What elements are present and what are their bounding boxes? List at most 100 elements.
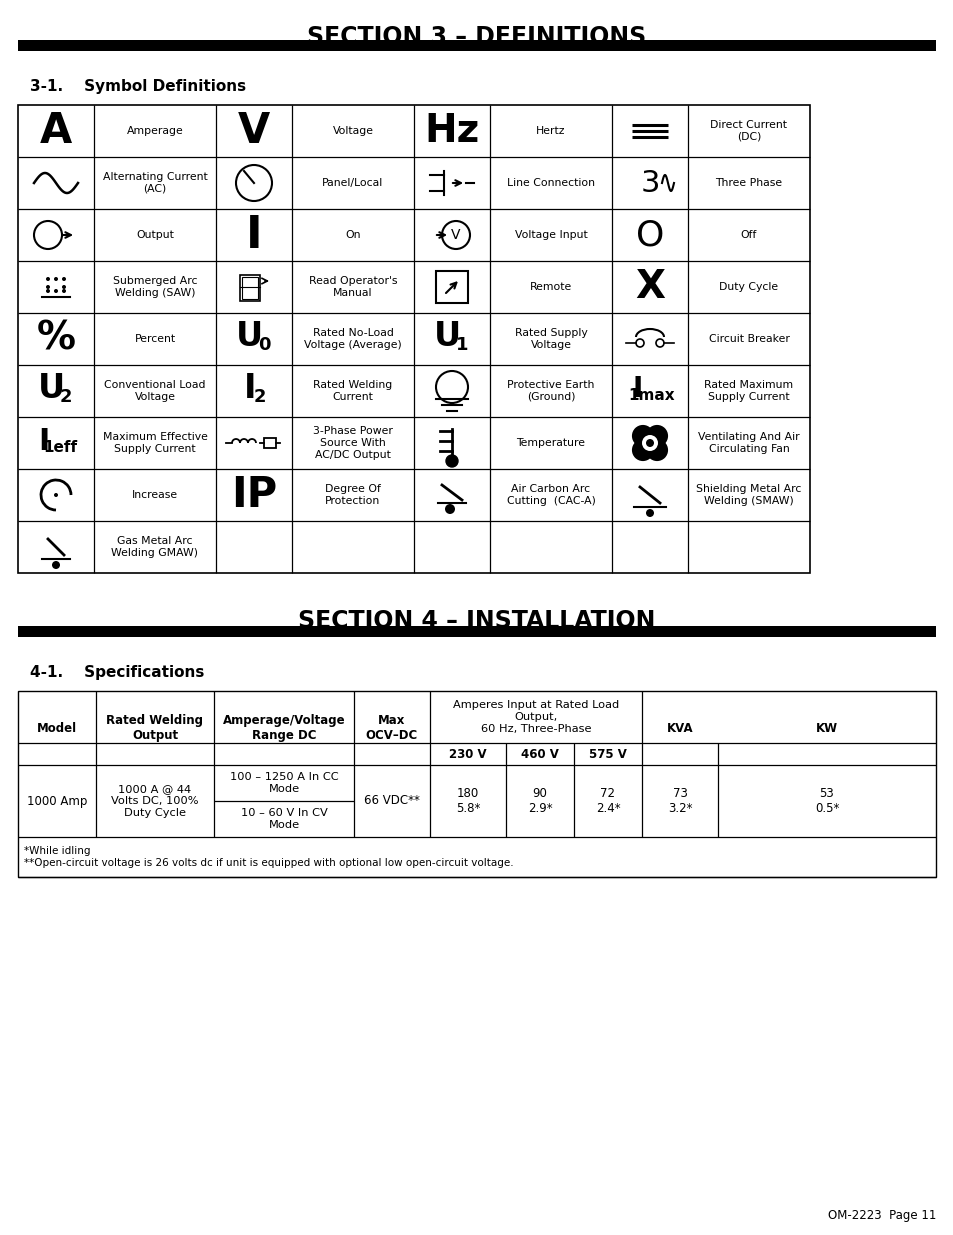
Circle shape	[54, 289, 58, 293]
Text: Temperature: Temperature	[516, 438, 585, 448]
Text: Increase: Increase	[132, 490, 178, 500]
Text: Output: Output	[136, 230, 173, 240]
Text: I: I	[244, 373, 256, 405]
Text: Panel/Local: Panel/Local	[322, 178, 383, 188]
Text: Submerged Arc
Welding (SAW): Submerged Arc Welding (SAW)	[112, 277, 197, 298]
Text: 0: 0	[257, 336, 270, 354]
Circle shape	[446, 454, 457, 467]
Text: OM-2223  Page 11: OM-2223 Page 11	[827, 1209, 935, 1221]
Text: Rated Welding
Output: Rated Welding Output	[107, 714, 203, 742]
Text: SECTION 3 – DEFINITIONS: SECTION 3 – DEFINITIONS	[307, 25, 646, 49]
Text: 575 V: 575 V	[588, 747, 626, 761]
Text: 3-Phase Power
Source With
AC/DC Output: 3-Phase Power Source With AC/DC Output	[313, 426, 393, 459]
Circle shape	[645, 438, 654, 447]
Text: Read Operator's
Manual: Read Operator's Manual	[309, 277, 396, 298]
Text: Rated No-Load
Voltage (Average): Rated No-Load Voltage (Average)	[304, 329, 401, 350]
Text: Three Phase: Three Phase	[715, 178, 781, 188]
Text: 4-1.    Specifications: 4-1. Specifications	[30, 666, 204, 680]
Bar	[18, 40, 935, 51]
Text: IP: IP	[231, 474, 276, 516]
Text: Maximum Effective
Supply Current: Maximum Effective Supply Current	[103, 432, 207, 453]
Circle shape	[631, 440, 653, 461]
Text: Protective Earth
(Ground): Protective Earth (Ground)	[507, 380, 594, 401]
Text: Amperage/Voltage
Range DC: Amperage/Voltage Range DC	[222, 714, 345, 742]
Bar	[264, 438, 275, 448]
Circle shape	[645, 425, 667, 447]
Text: Line Connection: Line Connection	[506, 178, 595, 188]
Circle shape	[645, 509, 654, 517]
Text: Duty Cycle: Duty Cycle	[719, 282, 778, 291]
Text: 2: 2	[253, 388, 266, 406]
Text: 1eff: 1eff	[43, 440, 77, 454]
Circle shape	[54, 277, 58, 282]
Text: Ventilating And Air
Circulating Fan: Ventilating And Air Circulating Fan	[698, 432, 799, 453]
Bar	[18, 692, 935, 877]
Text: Shielding Metal Arc
Welding (SMAW): Shielding Metal Arc Welding (SMAW)	[696, 484, 801, 506]
Circle shape	[645, 440, 667, 461]
Circle shape	[444, 504, 455, 514]
Circle shape	[54, 493, 58, 496]
Text: 90
2.9*: 90 2.9*	[527, 787, 552, 815]
Text: 460 V: 460 V	[520, 747, 558, 761]
Text: Max
OCV–DC: Max OCV–DC	[366, 714, 417, 742]
Text: 1000 Amp: 1000 Amp	[27, 794, 87, 808]
Text: 1000 A @ 44
Volts DC, 100%
Duty Cycle: 1000 A @ 44 Volts DC, 100% Duty Cycle	[112, 784, 198, 818]
Text: 2: 2	[60, 388, 72, 406]
Text: V: V	[451, 228, 460, 242]
Bar	[240, 275, 260, 301]
Text: Conventional Load
Voltage: Conventional Load Voltage	[104, 380, 206, 401]
Text: Rated Maximum
Supply Current: Rated Maximum Supply Current	[703, 380, 793, 401]
Text: Off: Off	[740, 230, 757, 240]
Text: KW: KW	[815, 721, 837, 735]
Text: I: I	[632, 375, 642, 403]
Text: Gas Metal Arc
Welding GMAW): Gas Metal Arc Welding GMAW)	[112, 536, 198, 558]
Text: Direct Current
(DC): Direct Current (DC)	[710, 120, 786, 142]
Circle shape	[46, 289, 50, 293]
Text: I: I	[246, 214, 262, 257]
Bar	[436, 270, 468, 303]
Text: Degree Of
Protection: Degree Of Protection	[325, 484, 380, 506]
Circle shape	[46, 285, 50, 289]
Text: 1max: 1max	[628, 388, 675, 403]
Circle shape	[62, 285, 66, 289]
Text: Percent: Percent	[134, 333, 175, 345]
Text: Alternating Current
(AC): Alternating Current (AC)	[103, 172, 207, 194]
Text: Air Carbon Arc
Cutting  (CAC-A): Air Carbon Arc Cutting (CAC-A)	[506, 484, 595, 506]
Text: 3: 3	[639, 168, 659, 198]
Text: V: V	[237, 110, 270, 152]
Bar	[18, 105, 809, 573]
Text: On: On	[345, 230, 360, 240]
Text: A: A	[40, 110, 72, 152]
Bar	[18, 626, 935, 637]
Circle shape	[62, 289, 66, 293]
Text: U: U	[434, 321, 461, 353]
Text: Rated Supply
Voltage: Rated Supply Voltage	[514, 329, 587, 350]
Text: 100 – 1250 A In CC
Mode: 100 – 1250 A In CC Mode	[230, 772, 338, 794]
Text: Voltage Input: Voltage Input	[514, 230, 587, 240]
Text: %: %	[36, 320, 75, 358]
Text: Amperage: Amperage	[127, 126, 183, 136]
Text: 180
5.8*: 180 5.8*	[456, 787, 479, 815]
Text: 10 – 60 V In CV
Mode: 10 – 60 V In CV Mode	[240, 808, 327, 830]
Text: Circuit Breaker: Circuit Breaker	[708, 333, 789, 345]
Circle shape	[62, 277, 66, 282]
Text: U: U	[236, 321, 263, 353]
Text: Hz: Hz	[424, 112, 479, 149]
Text: 230 V: 230 V	[449, 747, 486, 761]
Text: Voltage: Voltage	[333, 126, 374, 136]
Circle shape	[631, 425, 653, 447]
Text: 66 VDC**: 66 VDC**	[364, 794, 419, 808]
Text: 1: 1	[456, 336, 468, 354]
Text: 53
0.5*: 53 0.5*	[814, 787, 839, 815]
Text: 72
2.4*: 72 2.4*	[595, 787, 619, 815]
Text: I: I	[38, 426, 50, 456]
Text: SECTION 4 – INSTALLATION: SECTION 4 – INSTALLATION	[298, 609, 655, 634]
Circle shape	[46, 277, 50, 282]
Bar	[242, 277, 257, 299]
Text: Model: Model	[37, 721, 77, 735]
Circle shape	[656, 338, 663, 347]
Circle shape	[641, 435, 658, 451]
Text: Hertz: Hertz	[536, 126, 565, 136]
Text: Rated Welding
Current: Rated Welding Current	[313, 380, 393, 401]
Text: O: O	[635, 219, 663, 252]
